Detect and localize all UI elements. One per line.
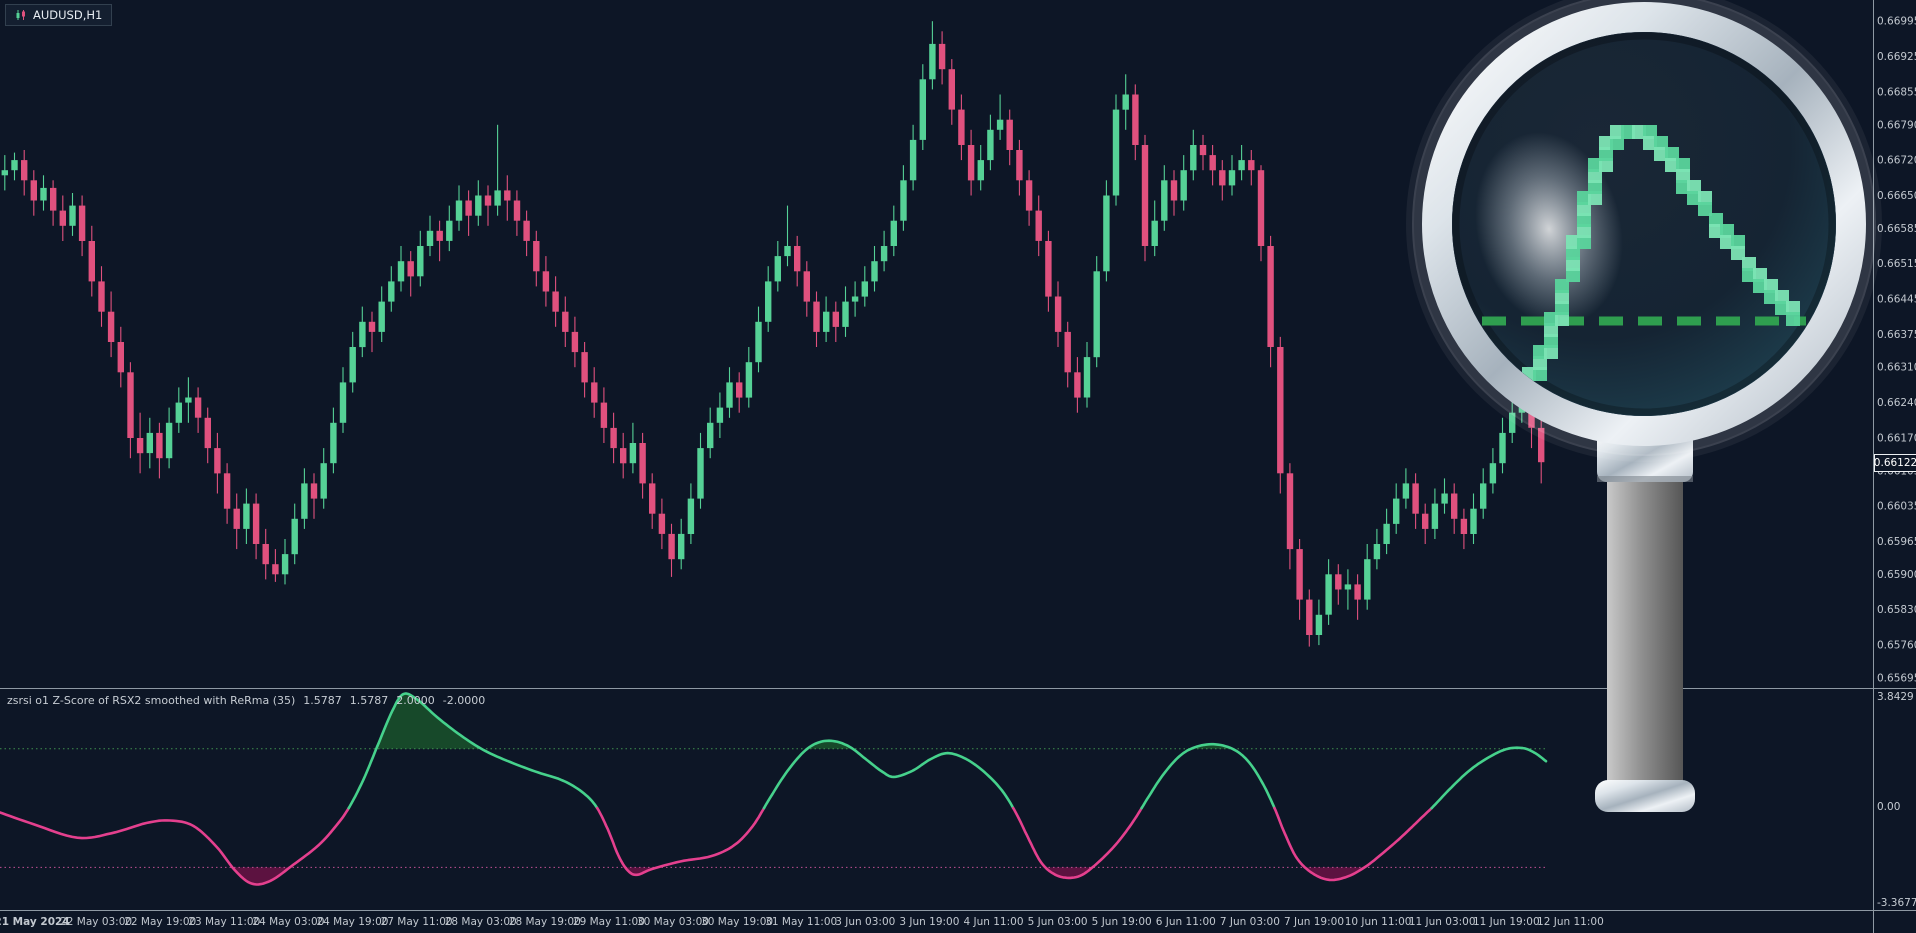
svg-text:21 May 2024: 21 May 2024 [0, 916, 70, 928]
svg-text:23 May 11:00: 23 May 11:00 [188, 916, 260, 928]
indicator-value-1: 1.5787 [303, 694, 342, 707]
indicator-plot-area[interactable] [0, 689, 1873, 910]
svg-text:28 May 03:00: 28 May 03:00 [445, 916, 517, 928]
svg-text:30 May 19:00: 30 May 19:00 [701, 916, 773, 928]
svg-text:30 May 03:00: 30 May 03:00 [637, 916, 709, 928]
time-scale[interactable] [0, 911, 1873, 933]
svg-text:0.66925: 0.66925 [1877, 51, 1916, 63]
svg-text:0.65965: 0.65965 [1877, 536, 1916, 548]
indicator-title[interactable]: zsrsi o1 Z-Score of RSX2 smoothed with R… [7, 694, 485, 707]
svg-text:0.65830: 0.65830 [1877, 604, 1916, 616]
indicator-level-upper: 2.0000 [396, 694, 435, 707]
svg-text:12 Jun 11:00: 12 Jun 11:00 [1537, 916, 1604, 928]
indicator-scale-max: 3.8429 [1877, 691, 1914, 703]
magnifier-graphic [1406, 0, 1882, 812]
svg-text:0.66035: 0.66035 [1877, 501, 1916, 513]
svg-text:0.66855: 0.66855 [1877, 86, 1916, 98]
indicator-level-lower: -2.0000 [442, 694, 486, 707]
svg-text:27 May 11:00: 27 May 11:00 [381, 916, 453, 928]
indicator-scale-zero: 0.00 [1877, 801, 1901, 813]
svg-text:0.66445: 0.66445 [1877, 294, 1916, 306]
svg-text:28 May 19:00: 28 May 19:00 [509, 916, 581, 928]
candlestick-icon [15, 9, 27, 21]
svg-text:5 Jun 19:00: 5 Jun 19:00 [1092, 916, 1152, 928]
indicator-curve [0, 692, 1548, 886]
svg-text:0.66515: 0.66515 [1877, 258, 1916, 270]
symbol-timeframe-label: AUDUSD,H1 [33, 8, 103, 22]
svg-text:11 Jun 03:00: 11 Jun 03:00 [1409, 916, 1476, 928]
svg-text:0.65900: 0.65900 [1877, 569, 1916, 581]
indicator-overbought-fill [376, 693, 482, 749]
current-price-value: 0.66122 [1873, 456, 1916, 469]
svg-text:31 May 11:00: 31 May 11:00 [765, 916, 837, 928]
indicator-scale-min: -3.3677 [1877, 897, 1916, 909]
time-scale-labels: 21 May 202422 May 03:0022 May 19:0023 Ma… [0, 916, 1604, 928]
svg-text:0.65760: 0.65760 [1877, 640, 1916, 652]
price-scale-labels: 0.66995 0.66925 0.66855 0.66790 0.66720 0.666… [1877, 16, 1916, 685]
svg-text:24 May 03:00: 24 May 03:00 [252, 916, 324, 928]
svg-text:11 Jun 19:00: 11 Jun 19:00 [1473, 916, 1540, 928]
svg-text:3 Jun 19:00: 3 Jun 19:00 [899, 916, 959, 928]
svg-text:5 Jun 03:00: 5 Jun 03:00 [1028, 916, 1088, 928]
svg-text:29 May 11:00: 29 May 11:00 [573, 916, 645, 928]
svg-text:0.66585: 0.66585 [1877, 223, 1916, 235]
magnifier-handle [1607, 460, 1683, 790]
lens-reflection [1475, 132, 1623, 326]
zoomed-pixel-curve [1522, 125, 1800, 381]
svg-text:6 Jun 11:00: 6 Jun 11:00 [1156, 916, 1216, 928]
svg-text:7 Jun 19:00: 7 Jun 19:00 [1284, 916, 1344, 928]
svg-text:0.66650: 0.66650 [1877, 190, 1916, 202]
indicator-name: zsrsi o1 Z-Score of RSX2 smoothed with R… [7, 694, 296, 707]
indicator-value-2: 1.5787 [349, 694, 389, 707]
svg-text:0.65695: 0.65695 [1877, 672, 1916, 684]
svg-text:3 Jun 03:00: 3 Jun 03:00 [835, 916, 895, 928]
candlestick-series [1, 21, 1545, 647]
svg-text:22 May 19:00: 22 May 19:00 [124, 916, 196, 928]
svg-text:7 Jun 03:00: 7 Jun 03:00 [1220, 916, 1280, 928]
svg-text:10 Jun 11:00: 10 Jun 11:00 [1345, 916, 1412, 928]
magnifier-rim [1422, 2, 1866, 446]
current-price-badge: 0.66122 [1873, 453, 1916, 472]
svg-text:0.66240: 0.66240 [1877, 397, 1916, 409]
svg-text:0.66310: 0.66310 [1877, 362, 1916, 374]
svg-text:0.66995: 0.66995 [1877, 16, 1916, 28]
svg-text:0.66790: 0.66790 [1877, 119, 1916, 131]
chart-symbol-tab[interactable]: AUDUSD,H1 [5, 4, 113, 26]
svg-text:4 Jun 11:00: 4 Jun 11:00 [963, 916, 1023, 928]
svg-text:0.66170: 0.66170 [1877, 433, 1916, 445]
svg-text:22 May 03:00: 22 May 03:00 [60, 916, 132, 928]
svg-text:0.66720: 0.66720 [1877, 155, 1916, 167]
svg-text:0.66375: 0.66375 [1877, 329, 1916, 341]
svg-text:24 May 19:00: 24 May 19:00 [316, 916, 388, 928]
